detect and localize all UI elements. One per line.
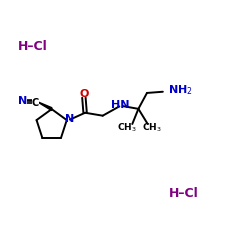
Text: CH$_3$: CH$_3$: [117, 122, 137, 134]
Text: C: C: [32, 98, 39, 108]
Text: NH$_2$: NH$_2$: [168, 83, 192, 97]
Text: O: O: [79, 89, 88, 99]
Text: CH$_3$: CH$_3$: [142, 122, 162, 134]
Text: HN: HN: [110, 100, 129, 110]
Text: H–Cl: H–Cl: [169, 187, 199, 200]
Text: H–Cl: H–Cl: [18, 40, 47, 53]
Polygon shape: [36, 101, 52, 110]
Text: N: N: [65, 114, 74, 124]
Text: N: N: [18, 96, 27, 106]
